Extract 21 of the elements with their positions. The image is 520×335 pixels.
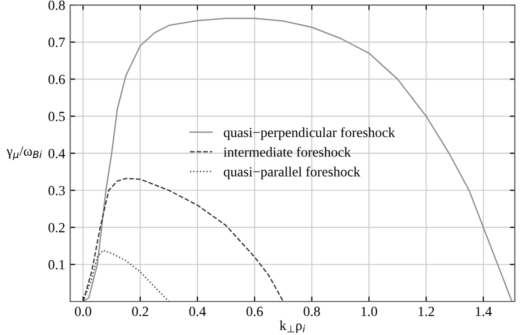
y-tick-label: 0.5: [48, 112, 65, 122]
x-tick-label: 1.4: [476, 306, 492, 316]
x-tick-label: 0.8: [304, 306, 320, 316]
y-tick-label: 0.4: [48, 148, 66, 158]
x-tick-label: 0.0: [74, 306, 92, 316]
y-tick-label: 0.1: [48, 260, 65, 270]
y-tick-label: 0.7: [48, 38, 65, 48]
y-tick-label: 0.3: [48, 186, 65, 196]
legend-label: intermediate foreshock: [224, 146, 351, 157]
x-axis-title: k$_{⊥}$ρ$_{i}$: [280, 320, 306, 333]
y-tick-label: 0.2: [48, 222, 65, 232]
x-tick-label: 0.6: [246, 306, 263, 316]
y-tick-label: 0.8: [48, 0, 65, 10]
y-tick-label: 0.6: [48, 74, 65, 84]
legend-label: quasi−parallel foreshock: [224, 166, 360, 180]
x-tick-label: 0.4: [189, 306, 206, 316]
x-tick-label: 1.2: [418, 306, 434, 316]
x-tick-label: 1.0: [362, 306, 378, 316]
y-axis-title: γ$_{μ}$/ω$_{Bi}$: [6, 146, 42, 160]
legend-label: quasi−perpendicular foreshock: [224, 127, 396, 140]
x-tick-label: 0.2: [132, 306, 148, 316]
